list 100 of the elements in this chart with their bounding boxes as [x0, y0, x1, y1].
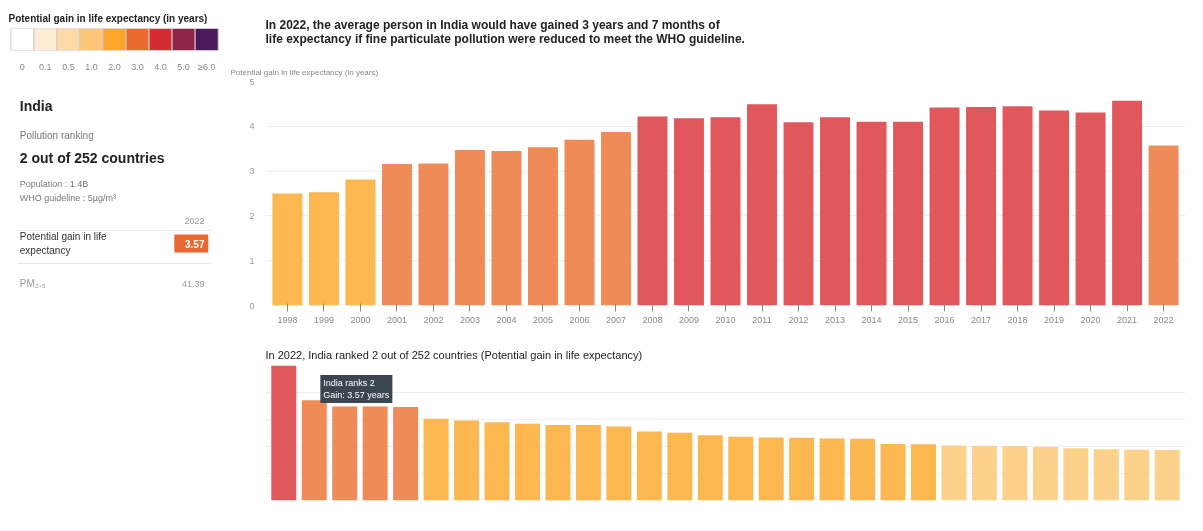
- bar: [941, 445, 967, 501]
- x-tick-label: 2010: [715, 314, 736, 325]
- bar: [515, 423, 540, 501]
- bar: [393, 407, 419, 501]
- x-tick-label: 5.0: [177, 61, 190, 72]
- y-tick-label: 3: [249, 166, 255, 177]
- x-tick-label: 2002: [423, 314, 444, 325]
- bar: [345, 179, 376, 306]
- bar: [783, 122, 814, 306]
- bar: [454, 150, 485, 306]
- bar: [1093, 449, 1119, 501]
- x-tick-label: 2019: [1044, 314, 1065, 325]
- chart-title: Potential gain in life expectancy (in years): [8, 12, 208, 24]
- bar: [1124, 449, 1150, 501]
- bar: [1154, 450, 1180, 501]
- x-tick-label: 2016: [934, 314, 955, 325]
- text: WHO guideline : 5µg/m³: [19, 192, 117, 203]
- bar: [362, 406, 388, 501]
- bar: [667, 432, 693, 501]
- x-tick-label: 2012: [788, 314, 809, 325]
- x-tick-label: 0.1: [39, 61, 52, 72]
- x-tick-label: 2013: [825, 314, 846, 325]
- bar: [966, 107, 997, 306]
- x-tick-label: 2020: [1080, 314, 1101, 325]
- x-tick-label: 2006: [569, 314, 590, 325]
- x-tick-label: 0: [19, 61, 25, 72]
- bar: [575, 425, 601, 501]
- bar: [606, 426, 632, 501]
- x-tick-label: 2004: [496, 314, 517, 325]
- chart-title: In 2022, the average person in India would have gained 3 years and 7 months of life expectancy if fine particulate pollution were reduced to meet the WHO guideline.: [265, 17, 745, 46]
- text: India: [19, 97, 53, 114]
- x-tick-label: 2001: [386, 314, 407, 325]
- text: 3.57: [185, 238, 205, 250]
- bar: [880, 444, 906, 501]
- bar: [728, 436, 754, 501]
- bar: [1002, 446, 1028, 501]
- x-tick-label: 2000: [350, 314, 371, 325]
- x-tick-label: 3.0: [131, 61, 144, 72]
- bar: [484, 422, 510, 501]
- bar: [272, 193, 303, 306]
- x-tick-label: 2017: [971, 314, 992, 325]
- text: 41.39: [181, 278, 205, 289]
- bar: [911, 444, 936, 501]
- y-tick-label: 2: [249, 210, 255, 221]
- text: 2022: [184, 215, 205, 226]
- y-tick-label: 4: [249, 121, 255, 132]
- text: Pollution ranking: [19, 130, 94, 141]
- x-tick-label: 2014: [861, 314, 882, 325]
- x-tick-label: 1998: [277, 314, 298, 325]
- x-tick-label: 4.0: [154, 61, 167, 72]
- bar: [789, 437, 815, 501]
- bar: [636, 431, 662, 501]
- bar: [819, 438, 845, 501]
- y-tick-label: 0: [249, 300, 255, 311]
- bar: [1063, 448, 1089, 501]
- text: PM₂.₅: [19, 278, 46, 289]
- bar: [423, 418, 449, 501]
- bar: [545, 425, 571, 501]
- bar: [637, 116, 668, 306]
- text: Potential gain in life expectancy: [19, 231, 107, 256]
- x-tick-label: 2009: [678, 314, 700, 325]
- x-tick-label: 2.0: [108, 61, 121, 72]
- x-tick-label: 2022: [1153, 314, 1174, 325]
- bar: [271, 365, 297, 501]
- x-tick-label: 2018: [1007, 314, 1028, 325]
- bar: [893, 121, 924, 306]
- x-tick-label: 1999: [313, 314, 334, 325]
- bar: [710, 117, 741, 306]
- bar: [1112, 100, 1143, 306]
- x-tick-label: 1.0: [85, 61, 98, 72]
- text: 2 out of 252 countries: [19, 149, 165, 166]
- y-axis-title: Potential gain in life expectancy (in years): [230, 67, 379, 77]
- bar: [856, 121, 887, 306]
- bar: [697, 435, 723, 501]
- annotation: India ranks 2 Gain: 3.57 years: [323, 377, 390, 400]
- x-tick-label: 0.5: [62, 61, 75, 72]
- bar: [674, 118, 704, 306]
- x-tick-label: 2011: [752, 314, 772, 325]
- chart-title: In 2022, India ranked 2 out of 252 countries (Potential gain in life expectancy): [265, 348, 643, 361]
- y-tick-label: 1: [249, 255, 255, 266]
- x-tick-label: 2008: [642, 314, 663, 325]
- bar: [1148, 145, 1179, 306]
- bar: [564, 139, 595, 306]
- bar: [491, 150, 522, 306]
- bar: [418, 163, 449, 306]
- bar: [971, 445, 997, 501]
- bar: [601, 132, 631, 306]
- bar: [747, 104, 777, 306]
- bar: [850, 438, 876, 501]
- x-tick-label: 2003: [459, 314, 480, 325]
- bar: [332, 406, 358, 501]
- text: Population : 1.4B: [19, 178, 89, 189]
- bar: [527, 147, 558, 306]
- x-tick-label: 2021: [1117, 314, 1138, 325]
- x-tick-label: 2015: [898, 314, 919, 325]
- x-tick-label: 2005: [532, 314, 553, 325]
- bar: [454, 420, 480, 501]
- bar: [758, 437, 784, 501]
- bar: [381, 163, 412, 306]
- bar: [820, 117, 850, 306]
